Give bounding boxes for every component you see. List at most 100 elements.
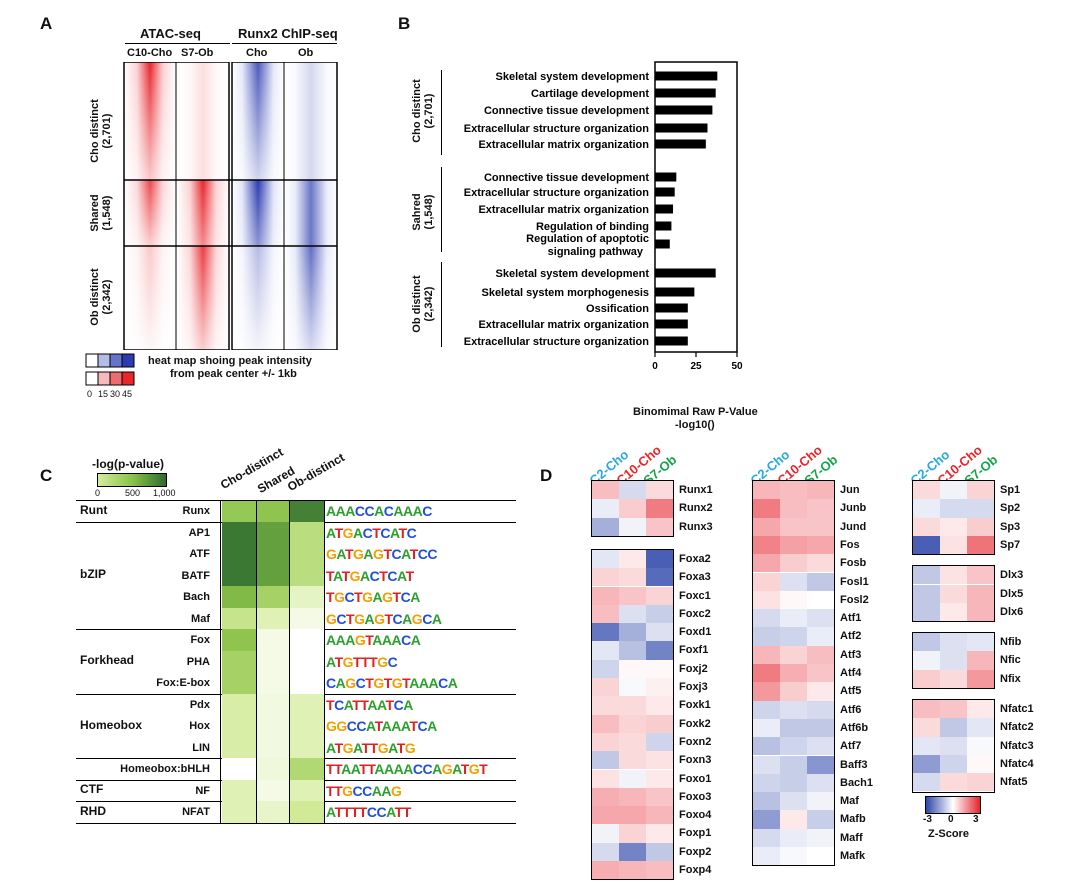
enrichment-cell xyxy=(222,672,256,694)
zscore-cell xyxy=(753,499,780,518)
gene-block-border xyxy=(912,565,995,623)
enrichment-cell xyxy=(290,607,324,629)
zscore-cell xyxy=(807,773,834,793)
zscore-cell xyxy=(780,700,807,719)
enrichment-cell xyxy=(290,650,324,672)
enrichment-cell xyxy=(290,543,324,565)
tick-30: 30 xyxy=(110,389,121,399)
zscore-cell xyxy=(592,806,619,825)
enrichment-cell xyxy=(290,693,324,715)
zscore-cell xyxy=(807,535,834,555)
zscore-cell xyxy=(753,535,780,555)
zscore-cell xyxy=(940,517,967,536)
tick-500: 500 xyxy=(125,488,141,498)
motif-logo: GCTGAGTCAGCA xyxy=(326,610,442,627)
zscore-cell xyxy=(967,754,994,774)
zscore-cell xyxy=(913,651,940,670)
enrichment-cell xyxy=(257,500,291,522)
enrichment-cell xyxy=(222,521,256,543)
zscore-cell xyxy=(646,714,673,733)
panel-c-label: C xyxy=(40,466,53,485)
go-term-label: Connective tissue development xyxy=(484,172,649,184)
gene-label: Foxp2 xyxy=(679,845,712,858)
zscore-cell xyxy=(753,517,780,536)
zscore-cell xyxy=(646,751,673,770)
zscore-cell xyxy=(940,481,967,500)
zscore-cell xyxy=(780,828,807,847)
enrichment-cell xyxy=(290,758,324,780)
enrichment-cell xyxy=(257,564,291,586)
zscore-cell xyxy=(780,572,807,591)
zscore-cell xyxy=(619,732,646,752)
gene-label: Junb xyxy=(840,502,867,515)
motif-row-label: NFAT xyxy=(182,806,210,818)
gene-label: Runx3 xyxy=(679,520,713,533)
enrichment-cell xyxy=(222,586,256,608)
zscore-cell xyxy=(619,568,646,587)
enrichment-cell xyxy=(222,693,256,715)
col-c10-cho: C10-Cho xyxy=(127,47,173,59)
gene-label: Foxc2 xyxy=(679,607,711,620)
zscore-cell xyxy=(780,517,807,536)
gene-label: Foxa3 xyxy=(679,571,711,584)
zscore-cell xyxy=(967,736,994,755)
enrichment-cell xyxy=(290,736,324,758)
go-bar xyxy=(655,204,674,214)
gene-label: Nfix xyxy=(1000,672,1021,685)
x-axis-label-2: -log10() xyxy=(675,419,715,431)
zscore-cell xyxy=(967,481,994,500)
go-term-label: Regulation of binding xyxy=(536,221,649,233)
go-bar xyxy=(655,303,688,313)
zscore-cell xyxy=(753,554,780,573)
zscore-cell xyxy=(967,633,994,652)
tick-0: 0 xyxy=(95,488,101,498)
enrichment-cell xyxy=(222,736,256,758)
zscore-heatmaps: C2-Cho C10-Cho S7-Ob Runx1 Runx2 Runx3 Foxa2 Fo… xyxy=(540,440,1080,890)
motif-logo: ATGTTTGC xyxy=(326,653,398,670)
zscore-cell xyxy=(619,517,646,536)
zscore-cell xyxy=(807,481,834,500)
peak-heatmap xyxy=(123,62,338,350)
go-term-label: Extracellular structure organization xyxy=(464,187,649,199)
bracket-cho xyxy=(441,70,442,155)
motif-logo: CAGCTGTGTAAACA xyxy=(326,675,458,691)
zscore-cell xyxy=(940,633,967,652)
zscore-cell xyxy=(753,645,780,664)
zscore-tick-label: 0 xyxy=(948,814,954,825)
go-term-label: Ossification xyxy=(586,303,649,315)
zscore-cell xyxy=(753,847,780,866)
motif-logo: ATGATTGATG xyxy=(326,739,416,756)
gene-label: Foxo4 xyxy=(679,809,712,822)
zscore-cell xyxy=(780,810,807,829)
motif-logo: TTGCCAAG xyxy=(326,782,402,799)
zscore-cell xyxy=(807,572,834,591)
zscore-cell xyxy=(592,659,619,678)
gene-label: Atf3 xyxy=(840,648,862,661)
zscore-cell xyxy=(913,773,940,792)
x-tick-label: 0 xyxy=(652,361,658,372)
enrichment-cell xyxy=(257,629,291,651)
atac-underline xyxy=(125,43,230,44)
col-ob: Ob xyxy=(298,47,314,59)
zscore-cell xyxy=(967,718,994,737)
panel-a-legend-bars xyxy=(85,353,135,386)
legend-text-2: from peak center +/- 1kb xyxy=(170,368,297,380)
zscore-cell xyxy=(592,517,619,536)
panel-b-group-ob: Ob distinct (2,342) xyxy=(411,275,435,333)
gene-label: Fosl2 xyxy=(840,593,869,606)
gene-label: Sp2 xyxy=(1000,502,1021,515)
motif-logo: ATTTTCCATT xyxy=(326,804,411,820)
zscore-cell xyxy=(646,787,673,807)
col-s7-ob: S7-Ob xyxy=(181,47,214,59)
zscore-cell xyxy=(592,604,619,624)
go-bar xyxy=(655,319,688,329)
enrichment-cell xyxy=(222,779,256,801)
zscore-cell xyxy=(967,517,994,536)
table-top-border xyxy=(76,500,516,501)
zscore-cell xyxy=(780,590,807,610)
zscore-cell xyxy=(780,481,807,500)
zscore-cell xyxy=(807,664,834,683)
row-group-ob-distinct: Ob distinct (2,342) xyxy=(89,268,113,326)
legend-text-1: heat map shoing peak intensity xyxy=(148,355,312,367)
zscore-cell xyxy=(619,586,646,605)
